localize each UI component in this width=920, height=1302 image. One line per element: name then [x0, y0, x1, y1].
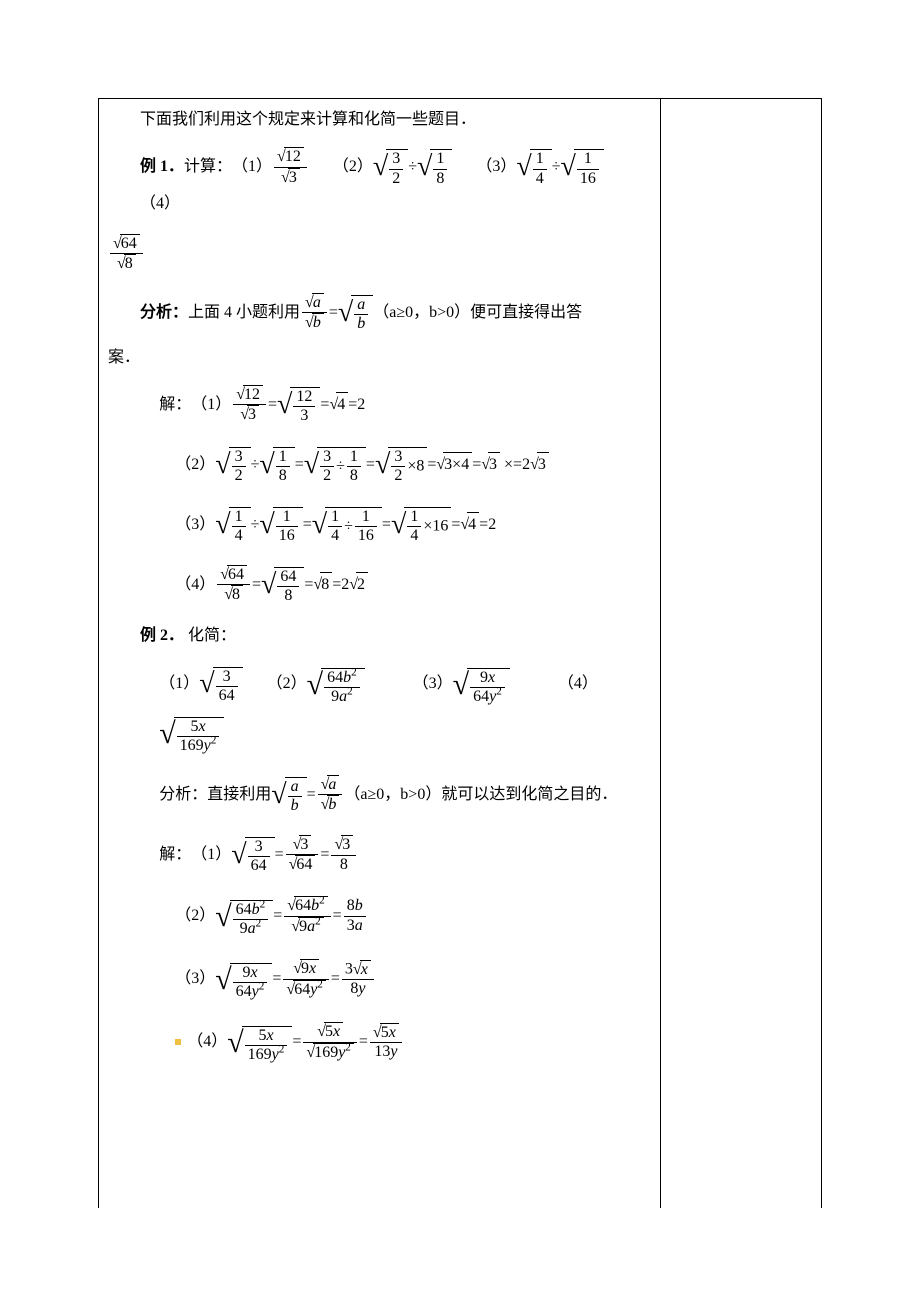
- calc-label: 计算：: [184, 155, 232, 179]
- sqrt-a-over-b: √ab: [338, 292, 373, 334]
- page: 下面我们利用这个规定来计算和化简一些题目． 例 1． 计算： （1） √12 √…: [0, 0, 920, 1302]
- part3-label: （3）: [476, 155, 516, 179]
- frac-sqrta-sqrtb: √a √b: [302, 293, 327, 333]
- simplify-label: 化简：: [188, 627, 236, 644]
- sqrt-1-16: √116: [561, 146, 604, 188]
- example1-prompt: 例 1． 计算： （1） √12 √3 （2） √32 ÷ √18 （3） √1…: [108, 146, 648, 216]
- example1-analysis: 分析： 上面 4 小题利用 √a √b = √ab （a≥0，b>0）便可直接得…: [108, 292, 648, 334]
- sol1-1: 解： （1） √12√3 = √123 = √4 =2: [108, 384, 648, 426]
- part4-label: （4）: [140, 192, 180, 216]
- sol2-3: （3） √9x64y2 = √9x√64y2 = 3√x8y: [108, 957, 648, 1002]
- analysis-label2: 分析：: [159, 783, 207, 807]
- frac-sqrt12-sqrt3: √12 √3: [274, 147, 307, 187]
- op-div: ÷: [408, 155, 417, 179]
- divider-line: [660, 98, 661, 1208]
- op-eq: =: [329, 301, 338, 325]
- content-column: 下面我们利用这个规定来计算和化简一些题目． 例 1． 计算： （1） √12 √…: [108, 108, 648, 1083]
- sol2-1: 解： （1） √364 = √3√64 = √38: [108, 834, 648, 876]
- analysis-text-b: （a≥0，b>0）便可直接得出答: [373, 301, 582, 325]
- sol1-4: （4） √64√8 = √648 = √8 =2 √2: [108, 564, 648, 606]
- sqrt-1-8: √18: [417, 146, 452, 188]
- sqrt-1-4: √14: [516, 146, 551, 188]
- frac-sqrt64-sqrt8: √64 √8: [110, 234, 143, 274]
- example2-analysis: 分析： 直接利用 √ab = √a√b （a≥0，b>0）就可以达到化简之目的．: [108, 774, 648, 816]
- example2-items: （1） √364 （2） √64b29a2 （3） √9x64y2 （4） √5…: [108, 662, 648, 756]
- example2-prompt: 例 2． 化简：: [108, 624, 648, 648]
- sol1-3: （3） √14 ÷ √116 = √14÷116 = √14×16 = √4 =…: [108, 504, 648, 546]
- op-div: ÷: [552, 155, 561, 179]
- sqrt-3-2: √32: [373, 146, 408, 188]
- example1-label: 例 1．: [140, 155, 184, 179]
- analysis2-b: （a≥0，b>0）就可以达到化简之目的．: [344, 783, 617, 807]
- solve-label: 解：: [159, 393, 191, 417]
- sol1-2: （2） √32 ÷ √18 = √32÷18 = √32×8 = √3×4 = …: [108, 444, 648, 486]
- example2-label: 例 2．: [140, 627, 184, 644]
- sol2-4: （4） √5x169y2 = √5x√169y2 = √5x13y: [108, 1020, 648, 1065]
- analysis-text-a: 上面 4 小题利用: [188, 301, 300, 325]
- example1-part4-frac: √64 √8: [108, 234, 648, 274]
- analysis-text-c: 案．: [108, 346, 648, 370]
- sol2-2: （2） √64b29a2 = √64b2√9a2 = 8b3a: [108, 894, 648, 939]
- intro-text: 下面我们利用这个规定来计算和化简一些题目．: [108, 108, 648, 132]
- part2-label: （2）: [333, 155, 373, 179]
- part1-label: （1）: [232, 155, 272, 179]
- analysis2-a: 直接利用: [207, 783, 271, 807]
- analysis-label: 分析：: [140, 301, 188, 325]
- marker-icon: [175, 1039, 181, 1045]
